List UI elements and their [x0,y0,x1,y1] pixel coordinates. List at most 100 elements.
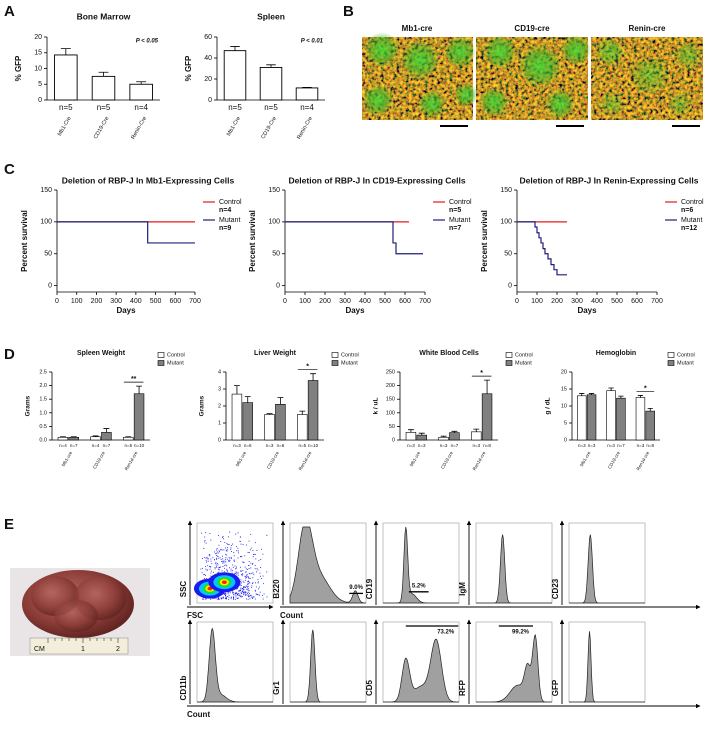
event-dot [243,593,245,595]
event-dot [248,561,250,562]
flow-axis-label: Count [280,611,303,620]
event-dot [226,548,228,550]
bar [449,432,460,441]
event-dot [232,543,234,545]
n-label: n=4 [134,103,148,112]
y-tick-label: 150 [500,187,512,194]
y-tick-label: 20 [204,76,212,83]
error-bar [637,395,644,398]
event-dot [258,594,260,596]
event-dot [233,561,235,562]
event-dot [247,569,249,570]
x-tick-label: 500 [379,298,391,305]
y-tick-label: 5 [564,420,567,426]
y-tick-label: 100 [500,219,512,226]
y-axis-label: g / dL [545,397,552,414]
event-dot [255,593,257,595]
event-dot [224,564,226,566]
histogram [289,526,366,604]
event-dot [245,574,247,576]
event-dot [217,572,219,574]
n-label: n=3 [607,443,615,448]
event-dot [229,560,231,562]
event-dot [217,572,219,574]
chart-title: Deletion of RBP-J In Renin-Expressing Ce… [519,175,698,185]
event-dot [208,577,210,579]
panel-label: E [4,516,14,533]
y-tick-label: 150 [268,187,280,194]
y-tick-label: 200 [386,383,395,389]
event-dot [225,598,227,600]
event-dot [230,596,232,598]
event-dot [209,565,210,567]
x-tick-label: CD19-cre [266,450,280,470]
event-dot [226,597,228,599]
error-bar [70,436,77,438]
event-dot [230,557,232,559]
bar [471,431,482,441]
event-dot [249,592,251,594]
event-dot [243,562,245,564]
x-axis-label: Days [577,306,597,315]
x-tick-label: Mb1-Cre [226,116,242,138]
annotation: P < 0.05 [136,39,159,45]
event-dot [254,598,256,600]
bar [68,436,79,441]
event-dot [215,564,217,566]
event-dot [224,541,226,543]
event-dot [240,543,242,545]
event-dot [256,571,257,573]
event-dot [204,541,206,543]
event-dot [232,592,234,593]
panel-label: D [4,346,15,363]
event-dot [251,573,253,575]
event-dot [255,558,257,560]
bar [101,432,112,441]
error-bar [266,413,273,415]
bar [54,54,78,101]
y-tick-label: 50 [504,251,512,258]
event-dot [248,594,250,596]
y-tick-label: 1 [218,420,221,426]
event-dot [256,549,258,551]
legend-label: Mutant [677,360,694,366]
event-dot [237,574,239,576]
x-tick-label: 600 [631,298,643,305]
chart-title: Hemoglobin [596,350,636,357]
specimen-photo [10,568,150,656]
event-dot [205,542,207,544]
event-dot [223,571,225,573]
event-dot [245,598,247,600]
event-dot [245,591,247,593]
event-dot [232,564,234,566]
event-dot [232,592,234,594]
event-dot [266,571,268,573]
event-dot [205,598,207,600]
event-dot [254,589,256,591]
event-dot [235,545,237,547]
y-tick-label: 15 [561,386,567,392]
error-bar [608,387,614,391]
flow-frame [289,621,367,703]
event-dot [254,564,256,566]
legend-label: Control [677,352,695,358]
event-dot [215,561,217,563]
event-dot [224,598,226,600]
event-dot [218,567,220,569]
x-tick-label: Mb1-cre [61,450,74,467]
event-dot [239,595,241,597]
event-dot [249,573,251,575]
event-dot [240,591,242,593]
gate-label: 9.0% [349,585,363,591]
error-bar [60,48,71,55]
error-bar [579,393,585,396]
event-dot [218,598,220,600]
event-dot [235,596,237,598]
chart-title: Spleen [257,11,285,21]
event-dot [231,551,232,552]
event-dot [243,591,245,593]
event-dot [216,598,218,600]
x-tick-label: 200 [91,298,103,305]
event-dot [240,587,242,589]
event-dot [237,588,238,590]
